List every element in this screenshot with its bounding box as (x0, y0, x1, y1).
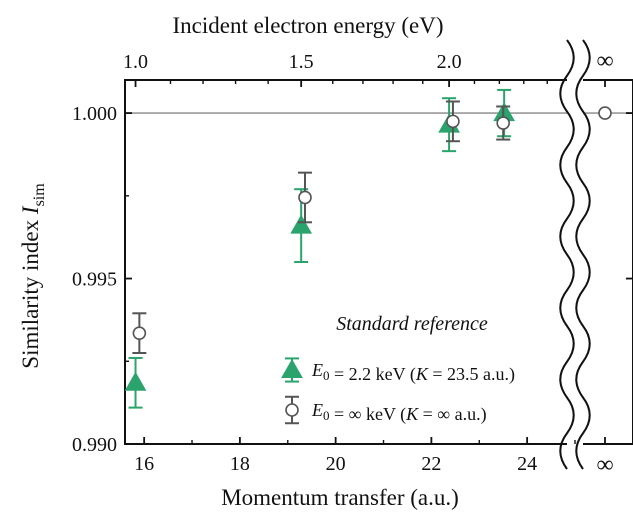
data-point-circle (132, 326, 147, 340)
legend-entry-label-part: K (415, 364, 429, 384)
x-tick-label: 16 (134, 453, 154, 475)
data-point-circle (496, 116, 510, 130)
legend-entry-label-part: E (311, 360, 323, 380)
axis-break-line-right (575, 39, 591, 470)
x-tick-label: 20 (326, 453, 346, 475)
x-tick-label: 24 (517, 453, 537, 475)
x-tick-label: 22 (421, 453, 441, 475)
data-point-triangle (290, 214, 313, 234)
data-point-circle (446, 114, 460, 129)
x-tick-label-infinity: ∞ (596, 452, 613, 478)
y-axis-title-subscript: sim (31, 183, 48, 207)
y-tick-label: 0.990 (72, 434, 117, 456)
top-tick-label: 1.0 (123, 51, 148, 73)
legend-entry-label-part: K (405, 404, 419, 424)
y-tick-label: 1.000 (72, 103, 117, 125)
data-point-circle-infinity (598, 106, 612, 120)
plot-frame (124, 79, 633, 445)
legend-entry-label-part: = 2.2 keV ( (330, 364, 416, 385)
top-tick-label: 2.0 (437, 51, 462, 73)
axis-break-line-left (559, 39, 575, 470)
legend-marker-circle (285, 403, 299, 417)
axis-break-gap (567, 40, 583, 464)
legend-entry-label-part: = ∞ a.u.) (418, 404, 486, 425)
y-axis-title: Similarity index Isim (18, 183, 48, 369)
legend-title: Standard reference (336, 313, 488, 335)
y-axis-title-main: Similarity index (18, 214, 43, 369)
data-point-circle (298, 190, 312, 205)
y-axis-title-symbol: I (18, 205, 43, 215)
legend-entry-label: E0 = 2.2 keV (K = 23.5 a.u.) (311, 360, 515, 385)
data-point-triangle (124, 371, 147, 391)
top-axis-title: Incident electron energy (eV) (173, 13, 444, 38)
legend-entry-label-part: 0 (323, 408, 330, 423)
legend-entry-label-part: E (311, 400, 323, 420)
top-tick-label-infinity: ∞ (596, 48, 613, 74)
x-axis-title: Momentum transfer (a.u.) (221, 485, 459, 510)
legend-entry-label-part: = 23.5 a.u.) (428, 364, 515, 385)
legend-marker-triangle (281, 358, 303, 378)
legend-entry-label: E0 = ∞ keV (K = ∞ a.u.) (311, 400, 487, 425)
top-tick-label: 1.5 (289, 51, 314, 73)
legend-entry-label-part: 0 (323, 368, 330, 383)
x-tick-label: 18 (230, 453, 250, 475)
y-tick-label: 0.995 (72, 269, 117, 291)
legend-entry-label-part: = ∞ keV ( (330, 404, 407, 425)
